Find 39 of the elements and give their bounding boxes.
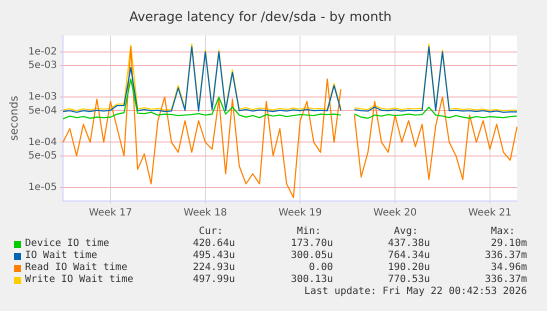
text: 764.34u (388, 250, 430, 262)
text: Min: (296, 226, 321, 238)
text: 34.96m (490, 262, 527, 274)
y-tick-label: 5e-03 (28, 60, 58, 72)
y-tick-label: 1e-05 (28, 182, 58, 193)
y-tick-label: 5e-05 (28, 150, 58, 162)
y-tick-label: 1e-03 (28, 92, 58, 103)
text: 437.38u (388, 238, 430, 250)
text: Avg: (394, 226, 418, 238)
text: 336.37m (484, 250, 527, 262)
text: 336.37m (484, 274, 527, 286)
text: 300.13u (290, 274, 333, 286)
x-tick-label: Week 20 (373, 208, 417, 219)
text: 224.93u (192, 262, 235, 274)
text: 190.20u (388, 262, 430, 274)
text: 173.70u (290, 238, 333, 250)
text: 300.05u (290, 250, 333, 262)
text: 770.53u (388, 274, 430, 286)
legend-label: Device IO time (25, 238, 110, 250)
text: 0.00 (308, 262, 333, 274)
y-tick-label: 5e-04 (28, 105, 58, 116)
x-tick-label: Week 17 (88, 208, 132, 219)
y-axis-title: seconds (7, 96, 20, 141)
legend-label: Read IO Wait time (25, 262, 128, 274)
text: 497.99u (192, 274, 235, 286)
text: Max: (490, 226, 515, 238)
text: 29.10m (490, 238, 527, 250)
x-tick-label: Week 21 (468, 208, 512, 219)
text: 420.64u (192, 238, 235, 250)
y-tick-label: 1e-02 (28, 46, 58, 58)
text: Cur: (198, 226, 223, 238)
legend-label: IO Wait time (25, 250, 98, 262)
x-tick-label: Week 19 (278, 208, 322, 219)
x-tick-label: Week 18 (184, 208, 227, 219)
chart-title: Average latency for /dev/sda - by month (129, 10, 392, 26)
y-tick-label: 1e-04 (28, 136, 58, 148)
text: Last update: Fri May 22 00:42:53 2026 (304, 286, 527, 298)
legend-label: Write IO Wait time (25, 274, 134, 286)
text: 495.43u (192, 250, 235, 262)
